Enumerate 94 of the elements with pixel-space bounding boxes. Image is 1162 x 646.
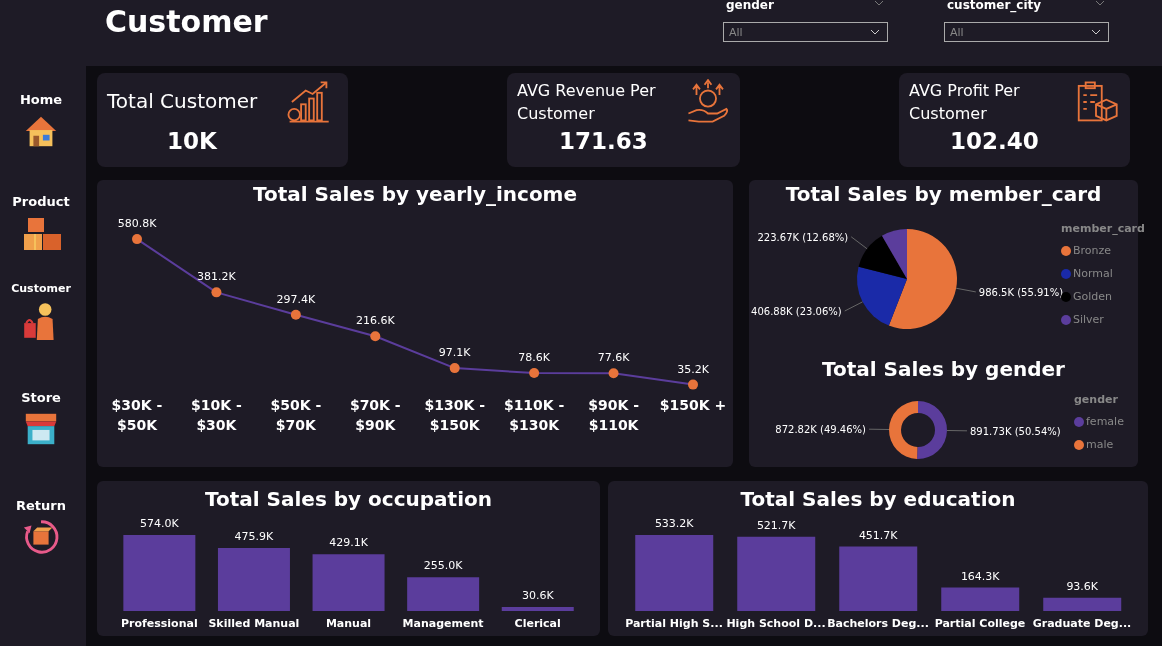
text: 102.40 (949, 128, 1040, 156)
bar (635, 535, 714, 611)
text: Product (11, 194, 71, 211)
text: Customer (10, 282, 72, 297)
bar (312, 554, 385, 611)
data-label: 30.6K (521, 588, 555, 602)
data-label: 533.2K (654, 517, 695, 530)
point (529, 368, 540, 379)
data-label: 429.1K (329, 536, 369, 550)
text: AVG Revenue Per Customer (517, 80, 657, 125)
bar (941, 587, 1020, 611)
bar (407, 577, 480, 611)
bar (217, 547, 290, 611)
text: All (723, 22, 888, 42)
bar (1043, 597, 1122, 611)
point (132, 234, 142, 245)
legend-title: gender (1074, 393, 1119, 406)
data-label: 521.7K (756, 518, 797, 532)
x-tick-label: $150K + (659, 397, 727, 413)
pie-slice (888, 229, 957, 329)
data-label: 297.4K (276, 292, 316, 306)
x-tick-label: Partial College (934, 616, 1026, 630)
data-label: 77.6K (597, 351, 631, 365)
x-tick-label: Manual (325, 616, 372, 630)
chart-title: Total Sales by occupation (204, 487, 493, 513)
text: Return (15, 498, 67, 515)
x-tick-label: Graduate Deg... (1032, 616, 1132, 630)
x-tick-label: High School D... (726, 616, 826, 630)
bar (123, 535, 196, 611)
text: All (944, 22, 1109, 42)
text: gender (726, 0, 775, 14)
x-tick-label: Clerical (514, 616, 561, 630)
text: Total Customer (107, 89, 258, 113)
x-tick-label: Skilled Manual (208, 616, 300, 630)
pie-slice (858, 235, 907, 279)
legend-label: female (1085, 414, 1125, 430)
data-label: 891.73K (50.54%) (969, 425, 1061, 437)
bar (737, 536, 816, 611)
chart-title: Total Sales by education (739, 487, 1017, 513)
data-label: 216.6K (355, 314, 396, 328)
legend-title: member_card (1061, 222, 1145, 235)
data-label: 574.0K (139, 517, 180, 530)
text: AVG Profit Per Customer (909, 80, 1021, 125)
point (290, 309, 301, 320)
point (211, 287, 222, 298)
legend-label: Golden (1073, 290, 1113, 303)
text: customer_city (947, 0, 1043, 14)
data-label: 381.2K (197, 270, 237, 284)
text: Customer (105, 4, 269, 41)
pie-slice (881, 229, 907, 279)
donut-slice (889, 401, 918, 459)
data-label: 986.5K (55.91%) (978, 286, 1064, 298)
text: 171.63 (558, 128, 649, 156)
legend-label: Normal (1072, 266, 1114, 282)
data-label: 35.2K (677, 362, 710, 376)
x-tick-label: $50K - $70K (270, 397, 322, 433)
chart-title: Total Sales by member_card (784, 182, 1103, 208)
point (688, 379, 698, 390)
data-label: 164.3K (960, 569, 1001, 583)
x-tick-label: $70K - $90K (349, 397, 401, 433)
point (449, 363, 460, 374)
legend-label: male (1085, 437, 1115, 453)
x-tick-label: $30K - $50K (111, 397, 163, 433)
legend-label: Bronze (1072, 243, 1113, 259)
x-tick-label: $130K - $150K (424, 397, 486, 433)
x-tick-label: Partial High S... (625, 616, 723, 630)
point (608, 368, 619, 379)
bar (839, 546, 918, 611)
text: Home (18, 92, 64, 109)
data-label: 78.6K (518, 351, 551, 365)
x-tick-label: $10K - $30K (191, 397, 242, 433)
x-tick-label: Professional (120, 616, 198, 630)
data-label: 97.1K (438, 346, 472, 360)
data-label: 223.67K (12.68%) (757, 231, 849, 243)
x-tick-label: $110K - $130K (503, 397, 565, 433)
pie-slice (857, 266, 907, 326)
point (370, 331, 381, 342)
x-tick-label: Bachelors Deg... (827, 616, 929, 630)
x-tick-label: Management (402, 616, 484, 630)
x-tick-label: $90K - $110K (588, 397, 640, 433)
chart-title: Total Sales by yearly_income (251, 182, 579, 208)
data-label: 255.0K (423, 559, 464, 573)
data-label: 580.8K (117, 217, 158, 231)
donut-slice (917, 401, 947, 459)
data-label: 475.9K (234, 529, 275, 543)
data-label: 406.88K (23.06%) (751, 306, 842, 318)
legend-label: Silver (1072, 312, 1105, 328)
data-label: 93.6K (1066, 579, 1099, 593)
text: Store (20, 390, 62, 407)
data-label: 872.82K (49.46%) (775, 424, 867, 436)
bar (501, 606, 574, 611)
chart-title: Total Sales by gender (821, 357, 1066, 383)
data-label: 451.7K (858, 528, 899, 542)
text: 10K (166, 128, 218, 156)
